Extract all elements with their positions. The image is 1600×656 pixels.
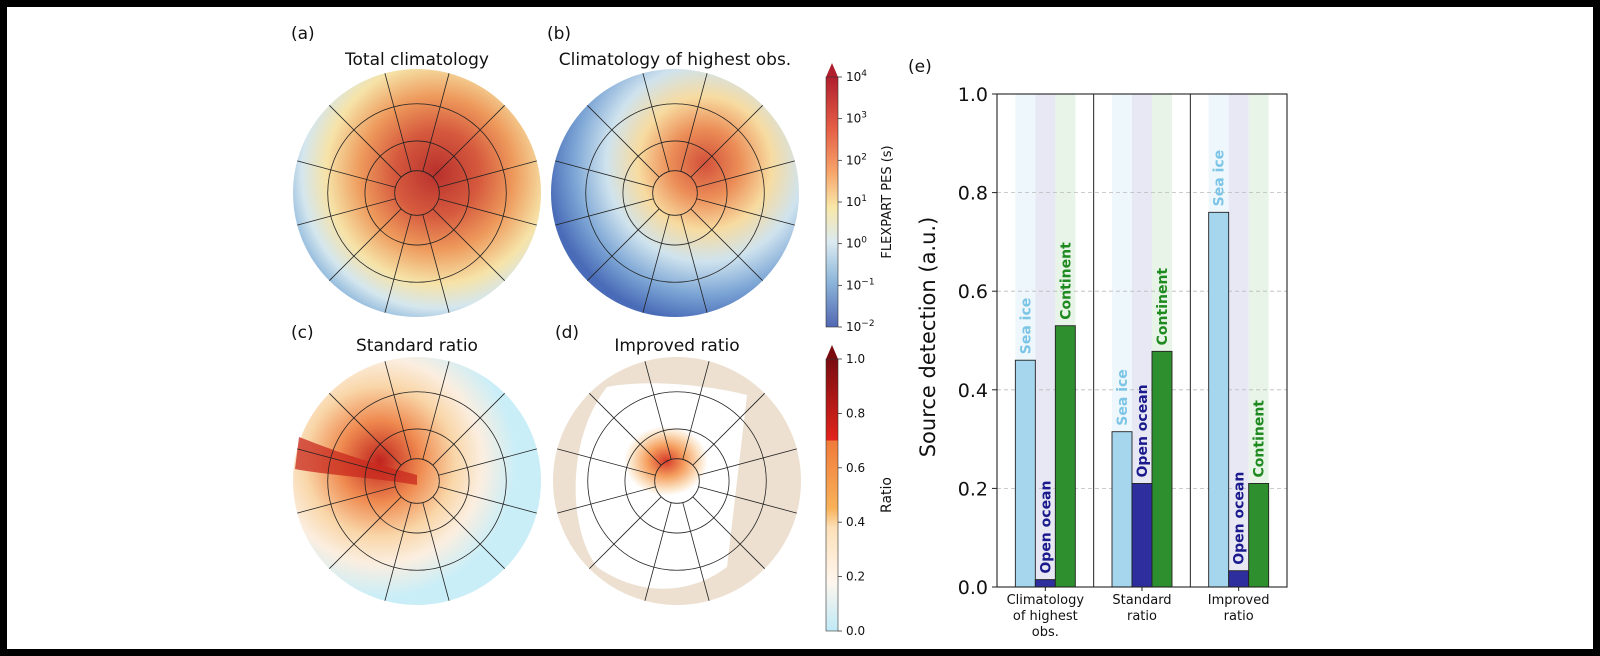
- panel-c: (c) Standard ratio: [291, 323, 541, 605]
- panel-a-title: Total climatology: [344, 50, 489, 70]
- map-b-graticule: [555, 73, 795, 313]
- bar: [1014, 359, 1036, 588]
- colorbar-ratio-arrow: [826, 345, 838, 359]
- colorbar-pes-tick: 102: [846, 152, 867, 167]
- map-d-graticule: [557, 361, 797, 601]
- category-band: [1035, 94, 1056, 587]
- colorbar-ratio-tick: 0.8: [846, 406, 865, 420]
- colorbar-ratio-tick: 0.6: [846, 461, 865, 475]
- bar-label: Continent: [1058, 242, 1074, 320]
- bar: [1111, 431, 1133, 588]
- bar-label: Sea ice: [1115, 369, 1131, 426]
- colorbar-pes-arrow: [826, 63, 838, 77]
- bar-label: Open ocean: [1038, 481, 1054, 574]
- category-band: [1132, 94, 1152, 587]
- x-tick-label: of highest: [1013, 609, 1078, 624]
- colorbar-pes-tick: 101: [846, 194, 867, 209]
- bar: [1208, 211, 1230, 588]
- map-a-graticule: [297, 73, 537, 313]
- y-tick-label: 0.0: [958, 577, 988, 599]
- colorbar-ratio: 1.0 0.8 0.6 0.4 0.2 0.0 Ratio: [825, 345, 895, 638]
- colorbar-pes-bar: [825, 76, 839, 328]
- bar-label: Sea ice: [1212, 150, 1228, 207]
- colorbar-ratio-tick: 1.0: [846, 352, 865, 366]
- category-band: [1228, 94, 1249, 587]
- panel-b-title: Climatology of highest obs.: [559, 50, 791, 70]
- panel-a-letter: (a): [291, 24, 315, 44]
- bar: [1131, 483, 1153, 588]
- y-axis-label: Source detection (a.u.): [916, 217, 940, 458]
- bar-label: Sea ice: [1018, 298, 1034, 354]
- bar: [1228, 570, 1250, 588]
- y-tick-label: 0.4: [958, 380, 988, 402]
- x-tick-label: Standard: [1112, 593, 1171, 608]
- x-tick-label: ratio: [1127, 609, 1157, 624]
- colorbar-pes: 104 103 102 101 100 10−1 10−2 FLEXPART PES (s): [825, 63, 895, 334]
- y-tick-label: 1.0: [958, 84, 988, 106]
- x-tick-label: obs.: [1032, 625, 1059, 640]
- panel-d-title: Improved ratio: [614, 336, 739, 356]
- panel-c-letter: (c): [291, 323, 314, 343]
- bar-label: Continent: [1155, 268, 1171, 346]
- x-tick-label: Climatology: [1007, 593, 1085, 608]
- category-band: [1248, 94, 1269, 587]
- colorbar-pes-tick: 10−2: [846, 319, 875, 334]
- colorbar-ratio-tick: 0.4: [846, 515, 865, 529]
- panel-b: (b) Climatology of highest obs.: [547, 24, 799, 317]
- map-d-ratio-field: [612, 419, 732, 519]
- colorbar-pes-tick: 100: [846, 236, 867, 251]
- colorbar-ratio-label: Ratio: [879, 477, 895, 513]
- bar: [1248, 483, 1270, 588]
- bar-label: Continent: [1252, 400, 1268, 478]
- bar: [1034, 579, 1056, 588]
- panel-e-letter: (e): [908, 57, 932, 77]
- panel-a: (a) Total climatology: [291, 24, 541, 317]
- bar: [1054, 325, 1076, 588]
- panel-b-letter: (b): [547, 24, 571, 44]
- y-tick-label: 0.8: [958, 183, 988, 205]
- x-tick-label: ratio: [1224, 609, 1254, 624]
- colorbar-pes-tick: 104: [846, 69, 867, 84]
- colorbar-ratio-tick: 0.0: [846, 624, 865, 638]
- colorbar-pes-tick: 103: [846, 111, 867, 126]
- panel-c-title: Standard ratio: [356, 336, 478, 356]
- colorbar-pes-label: FLEXPART PES (s): [880, 145, 895, 258]
- y-tick-label: 0.6: [958, 281, 988, 303]
- bar-label: Open ocean: [1135, 384, 1151, 477]
- panel-d-letter: (d): [555, 323, 579, 343]
- panel-d: (d) Improved ratio: [553, 323, 801, 605]
- y-tick-label: 0.2: [958, 478, 988, 500]
- bar: [1151, 350, 1173, 588]
- figure: (a) Total climatology (b) Climatology of…: [7, 7, 1593, 649]
- colorbar-ratio-tick: 0.2: [846, 570, 865, 584]
- colorbar-ratio-bar: [825, 358, 839, 632]
- colorbar-pes-tick: 10−1: [846, 277, 875, 292]
- map-c-graticule: [297, 361, 537, 601]
- x-tick-label: Improved: [1208, 593, 1270, 608]
- bar-label: Open ocean: [1232, 472, 1248, 565]
